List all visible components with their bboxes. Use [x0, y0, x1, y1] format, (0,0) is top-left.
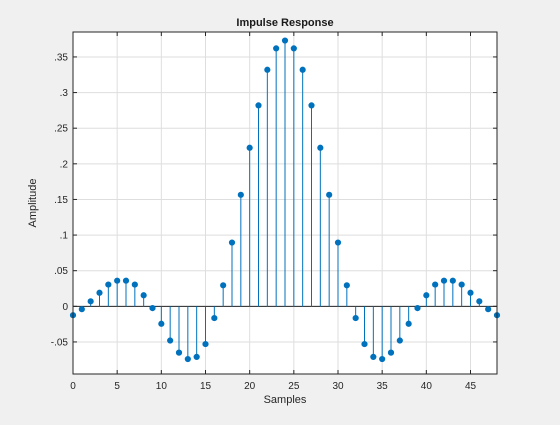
stem-marker	[308, 102, 315, 109]
stem-marker	[114, 277, 121, 284]
stem-marker	[281, 37, 289, 44]
stem-marker	[290, 45, 297, 52]
stem-marker	[167, 337, 174, 344]
x-tick-label: 30	[332, 381, 344, 392]
stem-marker	[405, 320, 412, 327]
y-tick-label: -.05	[51, 337, 69, 348]
axes-box	[72, 31, 498, 375]
stem-marker	[237, 191, 244, 198]
stem-marker	[334, 239, 342, 246]
x-tick-label: 15	[200, 381, 212, 392]
stem-marker	[78, 306, 85, 313]
y-tick-label: .25	[54, 124, 68, 135]
stem-marker	[122, 277, 130, 284]
stem-marker	[432, 281, 439, 288]
stem-marker	[343, 282, 350, 289]
stem-marker	[149, 304, 156, 312]
x-tick-label: 5	[114, 381, 120, 392]
y-tick-label: .2	[60, 159, 69, 170]
stem-marker	[202, 340, 209, 348]
stem-marker	[379, 355, 386, 363]
stem-marker	[220, 282, 227, 289]
y-tick-label: .05	[54, 266, 68, 277]
stem-marker	[326, 191, 333, 198]
stem-marker	[467, 289, 474, 296]
stem-marker	[87, 298, 94, 305]
stem-marker	[476, 298, 483, 305]
stem-marker	[193, 353, 200, 360]
y-axis-ticks: -.05 0 .05 .1 .15 .2 .25 .3 .35	[51, 52, 497, 348]
stem-marker	[228, 239, 236, 246]
stem-marker	[158, 320, 165, 327]
stem-marker	[370, 353, 377, 360]
stem-marker	[423, 292, 430, 299]
stem-marker	[184, 355, 191, 363]
x-tick-label: 20	[244, 381, 256, 392]
stem-marker	[299, 66, 306, 73]
stem-marker	[414, 304, 421, 312]
stem-marker	[396, 337, 403, 344]
stem-marker	[105, 281, 112, 288]
stem-marker	[317, 144, 324, 151]
y-tick-label: .1	[60, 231, 69, 242]
x-tick-label: 25	[288, 381, 300, 392]
stem-marker	[449, 277, 456, 284]
x-tick-label: 10	[156, 381, 168, 392]
stem-marker	[246, 144, 253, 151]
stem-marker	[458, 281, 465, 288]
stem-marker	[211, 314, 218, 322]
x-tick-label: 45	[465, 381, 477, 392]
stem-marker	[273, 45, 280, 52]
x-tick-label: 35	[377, 381, 389, 392]
stem-marker	[361, 340, 368, 348]
x-tick-label: 40	[421, 381, 433, 392]
stem-marker	[485, 306, 492, 313]
y-tick-label: .3	[60, 88, 69, 99]
stem-marker	[255, 102, 262, 109]
stem-marker	[440, 277, 448, 284]
y-tick-label: .35	[54, 52, 68, 63]
stem-marker	[264, 66, 271, 73]
stem-marker	[175, 349, 183, 356]
x-tick-label: 0	[70, 381, 76, 392]
stem-marker	[140, 292, 147, 299]
stem-marker	[352, 314, 359, 322]
chart-title: Impulse Response	[236, 17, 333, 29]
x-axis-ticks: 0 5 10 15 20 25 30 35 40 45	[70, 32, 476, 392]
x-axis-label: Samples	[264, 394, 307, 406]
y-axis-label: Amplitude	[27, 179, 39, 228]
y-tick-label: 0	[62, 302, 68, 313]
stem-marker	[387, 349, 395, 356]
stem-marker	[96, 289, 103, 296]
stem-marker	[131, 281, 138, 288]
y-tick-label: .15	[54, 195, 68, 206]
